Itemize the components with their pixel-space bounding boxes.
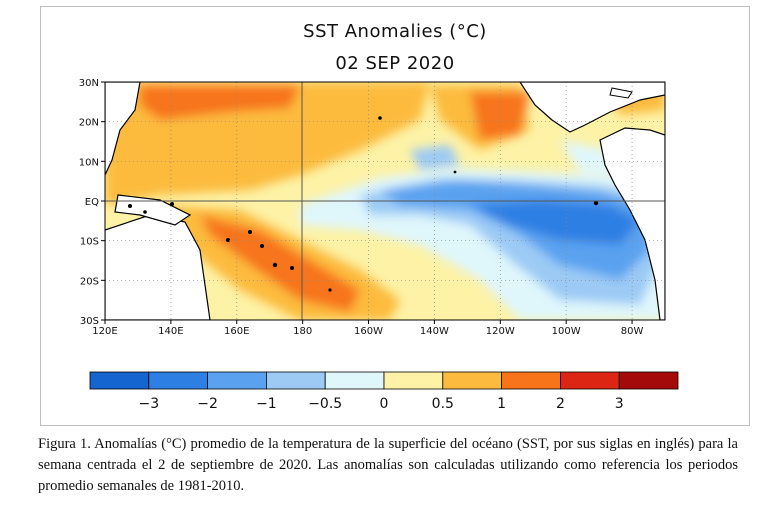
colorbar-tick-label: −0.5 — [308, 396, 342, 412]
colorbar-tick-label: −3 — [138, 396, 159, 412]
colorbar-tick-label: 1 — [497, 396, 506, 412]
anomaly-field — [105, 82, 665, 320]
figure-caption: Figura 1. Anomalías (°C) promedio de la … — [38, 436, 738, 494]
lon-tick-label: 100W — [552, 326, 581, 337]
colorbar: −3 −2 −1 −0.5 0 0.5 1 2 3 — [89, 371, 679, 412]
lat-tick-label: 10N — [79, 157, 99, 168]
colorbar-tick-label: 2 — [556, 396, 565, 412]
lat-tick-label: 30S — [80, 316, 99, 327]
land-asia — [105, 82, 141, 176]
lon-tick-label: 140E — [158, 326, 183, 337]
cool-patch-north — [410, 145, 460, 170]
colorbar-tick-label: −1 — [256, 396, 277, 412]
strong-warm-north-central — [140, 85, 300, 120]
lon-tick-label: 160E — [224, 326, 249, 337]
latitude-axis: 30N 20N 10N EQ 10S 20S 30S — [79, 78, 105, 327]
colorbar-tick-label: 0.5 — [432, 396, 454, 412]
colorbar-swatch — [442, 371, 502, 390]
very-strong-cool-core — [470, 200, 640, 245]
lat-tick-label: 30N — [79, 78, 99, 89]
colorbar-swatch — [501, 371, 561, 390]
lon-tick-label: 160W — [354, 326, 383, 337]
colorbar-swatch — [89, 371, 150, 390]
lat-tick-label: EQ — [85, 197, 99, 208]
lon-tick-label: 140W — [420, 326, 449, 337]
land-south-america — [599, 127, 665, 320]
colorbar-swatch — [324, 371, 385, 390]
colorbar-swatch — [618, 371, 679, 390]
colorbar-swatch — [383, 371, 444, 390]
land-cuba — [609, 87, 633, 99]
sst-anomaly-map: 30N 20N 10N EQ 10S 20S 30S 120E 140E 160E 180 160W… — [79, 78, 679, 412]
colorbar-tick-label: −2 — [197, 396, 218, 412]
lat-tick-label: 20N — [79, 118, 99, 129]
colorbar-swatch — [560, 371, 620, 390]
colorbar-swatch — [265, 371, 326, 390]
land-new-guinea — [114, 194, 192, 226]
colorbar-swatch — [207, 371, 267, 390]
lat-tick-label: 10S — [80, 237, 99, 248]
colorbar-tick-label: 0 — [380, 396, 389, 412]
strong-warm-south — [200, 215, 360, 312]
longitude-axis: 120E 140E 160E 180 160W 140W 120W 100W 80W — [92, 320, 643, 337]
map-date: 02 SEP 2020 — [335, 53, 455, 74]
colorbar-tick-label: 3 — [615, 396, 624, 412]
colorbar-swatch — [148, 371, 209, 390]
islands — [128, 116, 599, 292]
lat-tick-label: 20S — [80, 276, 99, 287]
lon-tick-label: 120W — [486, 326, 515, 337]
map-title: SST Anomalies (°C) — [303, 21, 487, 42]
lon-tick-label: 180 — [293, 326, 312, 337]
strong-warm-northeast — [470, 92, 530, 140]
lon-tick-label: 120E — [92, 326, 117, 337]
lon-tick-label: 80W — [621, 326, 644, 337]
grid-lines — [105, 82, 665, 320]
